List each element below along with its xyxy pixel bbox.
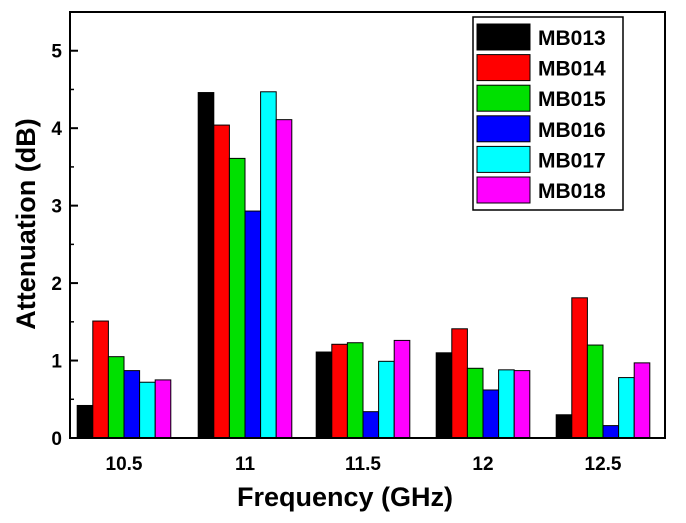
x-tick-label: 10.5 [106, 454, 143, 475]
legend-swatch-mb016 [476, 115, 531, 143]
x-axis-title: Frequency (GHz) [237, 482, 453, 512]
y-tick-label: 5 [51, 42, 62, 63]
bar-mb015-11 [228, 157, 246, 439]
y-tick-label: 2 [51, 274, 62, 295]
bar-mb016-12_5 [602, 425, 620, 439]
bar-mb014-12_5 [571, 297, 588, 439]
bar-mb016-12 [482, 389, 500, 439]
bars-layer [76, 91, 651, 439]
bar-mb018-12 [513, 370, 531, 439]
bar-mb017-12 [498, 369, 515, 439]
bar-mb013-10_5 [76, 404, 94, 439]
bar-mb016-11 [244, 210, 262, 439]
bar-mb018-11_5 [393, 339, 411, 439]
legend-swatch-mb013 [476, 23, 531, 51]
legend: MB013 MB014 MB015 MB016 MB017 MB018 [472, 16, 624, 211]
bar-mb014-12 [451, 328, 468, 439]
legend-label-mb017: MB017 [538, 149, 606, 172]
plot-frame [69, 11, 666, 439]
legend-label-mb013: MB013 [538, 27, 606, 50]
bar-mb017-11 [260, 91, 277, 439]
bar-mb016-10_5 [123, 370, 141, 439]
y-tick-label: 3 [51, 197, 62, 218]
bar-mb014-11 [213, 124, 230, 439]
bar-mb013-12_5 [555, 414, 573, 439]
y-tick-label: 0 [51, 429, 62, 450]
bar-mb018-11 [275, 119, 293, 439]
x-tick-label: 12.5 [585, 454, 622, 475]
bar-mb015-12 [466, 367, 484, 439]
bar-mb015-11_5 [346, 342, 364, 439]
y-tick-label: 4 [51, 119, 62, 140]
bar-mb014-10_5 [92, 320, 109, 439]
legend-label-mb015: MB015 [538, 88, 606, 111]
bar-mb014-11_5 [331, 343, 348, 439]
y-tick-label: 1 [51, 352, 62, 373]
bar-mb013-11 [197, 92, 215, 439]
bar-mb015-12_5 [586, 344, 604, 439]
legend-label-mb018: MB018 [538, 180, 606, 203]
legend-swatch-mb014 [476, 54, 531, 82]
x-tick-label: 12 [472, 454, 493, 475]
bar-mb017-11_5 [378, 360, 395, 439]
bar-mb015-10_5 [107, 356, 125, 439]
bar-mb017-12_5 [618, 377, 635, 439]
legend-swatch-mb017 [476, 145, 531, 173]
legend-swatch-mb015 [476, 84, 531, 112]
x-tick-label: 11.5 [345, 454, 381, 475]
legend-swatch-mb018 [476, 176, 531, 204]
bar-mb018-10_5 [154, 379, 172, 439]
axes-layer [69, 11, 666, 439]
legend-label-mb014: MB014 [538, 58, 606, 81]
y-axis-title: Attenuation (dB) [11, 118, 41, 329]
bar-mb018-12_5 [633, 362, 651, 439]
bar-mb013-11_5 [315, 351, 333, 439]
bar-mb016-11_5 [362, 411, 380, 439]
bar-mb013-12 [435, 352, 453, 439]
x-tick-label: 11 [235, 454, 256, 475]
bar-mb017-10_5 [139, 381, 156, 439]
legend-label-mb016: MB016 [538, 119, 606, 142]
